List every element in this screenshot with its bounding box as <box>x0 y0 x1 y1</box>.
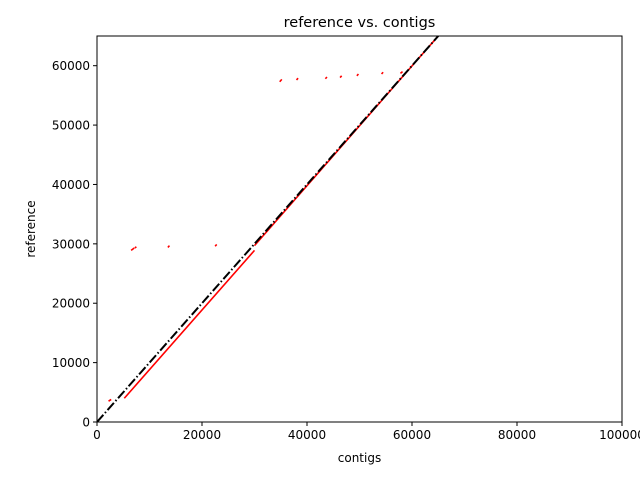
x-tick-label: 20000 <box>183 428 221 442</box>
alignment-segment <box>279 78 283 83</box>
plot-area <box>97 36 439 422</box>
alignment-segment <box>324 76 328 80</box>
alignment-segment <box>134 246 137 249</box>
y-axis-label: reference <box>24 200 38 257</box>
alignment-segment <box>214 243 218 247</box>
y-tick-label: 10000 <box>52 356 90 370</box>
alignment-segment <box>167 245 171 248</box>
alignment-segment <box>123 249 256 399</box>
x-tick-label: 60000 <box>393 428 431 442</box>
x-tick-label: 40000 <box>288 428 326 442</box>
y-tick-label: 60000 <box>52 59 90 73</box>
y-tick-label: 50000 <box>52 119 90 133</box>
x-axis-label: contigs <box>338 451 381 465</box>
alignment-segment <box>356 73 360 77</box>
y-tick-label: 40000 <box>52 178 90 192</box>
y-tick-label: 0 <box>82 416 90 430</box>
alignment-segment <box>295 77 299 81</box>
alignment-segment <box>380 71 384 75</box>
x-tick-label: 0 <box>93 428 101 442</box>
alignment-segment <box>108 398 112 402</box>
y-axis: 0 10000 20000 30000 40000 50000 60000 <box>52 59 97 430</box>
y-tick-label: 30000 <box>52 237 90 251</box>
alignment-segment <box>339 75 343 79</box>
plot-frame <box>96 35 623 423</box>
diagonal-reference-line <box>97 36 439 422</box>
x-tick-label: 80000 <box>498 428 536 442</box>
y-tick-label: 20000 <box>52 297 90 311</box>
alignment-segment <box>130 247 135 252</box>
chart-title: reference vs. contigs <box>284 15 436 31</box>
alignment-segment <box>399 71 404 75</box>
